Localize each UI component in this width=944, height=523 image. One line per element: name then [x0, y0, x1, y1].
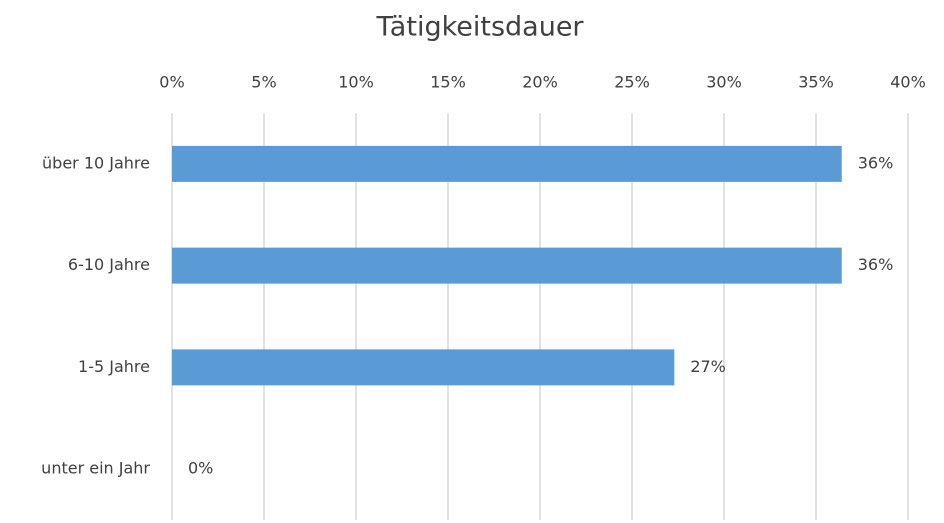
chart-title: Tätigkeitsdauer — [375, 12, 584, 43]
x-tick-label: 15% — [430, 73, 466, 92]
bar — [172, 145, 842, 182]
y-tick-label: über 10 Jahre — [42, 153, 150, 172]
x-tick-label: 30% — [706, 73, 742, 92]
value-label: 36% — [858, 255, 894, 274]
bar — [172, 349, 675, 386]
x-tick-label: 20% — [522, 73, 558, 92]
x-tick-label: 5% — [251, 73, 276, 92]
x-tick-label: 40% — [890, 73, 926, 92]
y-tick-label: 6-10 Jahre — [68, 255, 150, 274]
y-tick-label: unter ein Jahr — [41, 459, 150, 478]
x-tick-label: 10% — [338, 73, 374, 92]
value-label: 0% — [188, 459, 213, 478]
x-tick-label: 25% — [614, 73, 650, 92]
value-label: 27% — [690, 357, 726, 376]
value-label: 36% — [858, 153, 894, 172]
bar — [172, 247, 842, 284]
y-tick-label: 1-5 Jahre — [78, 357, 150, 376]
x-tick-label: 35% — [798, 73, 834, 92]
x-tick-label: 0% — [159, 73, 184, 92]
